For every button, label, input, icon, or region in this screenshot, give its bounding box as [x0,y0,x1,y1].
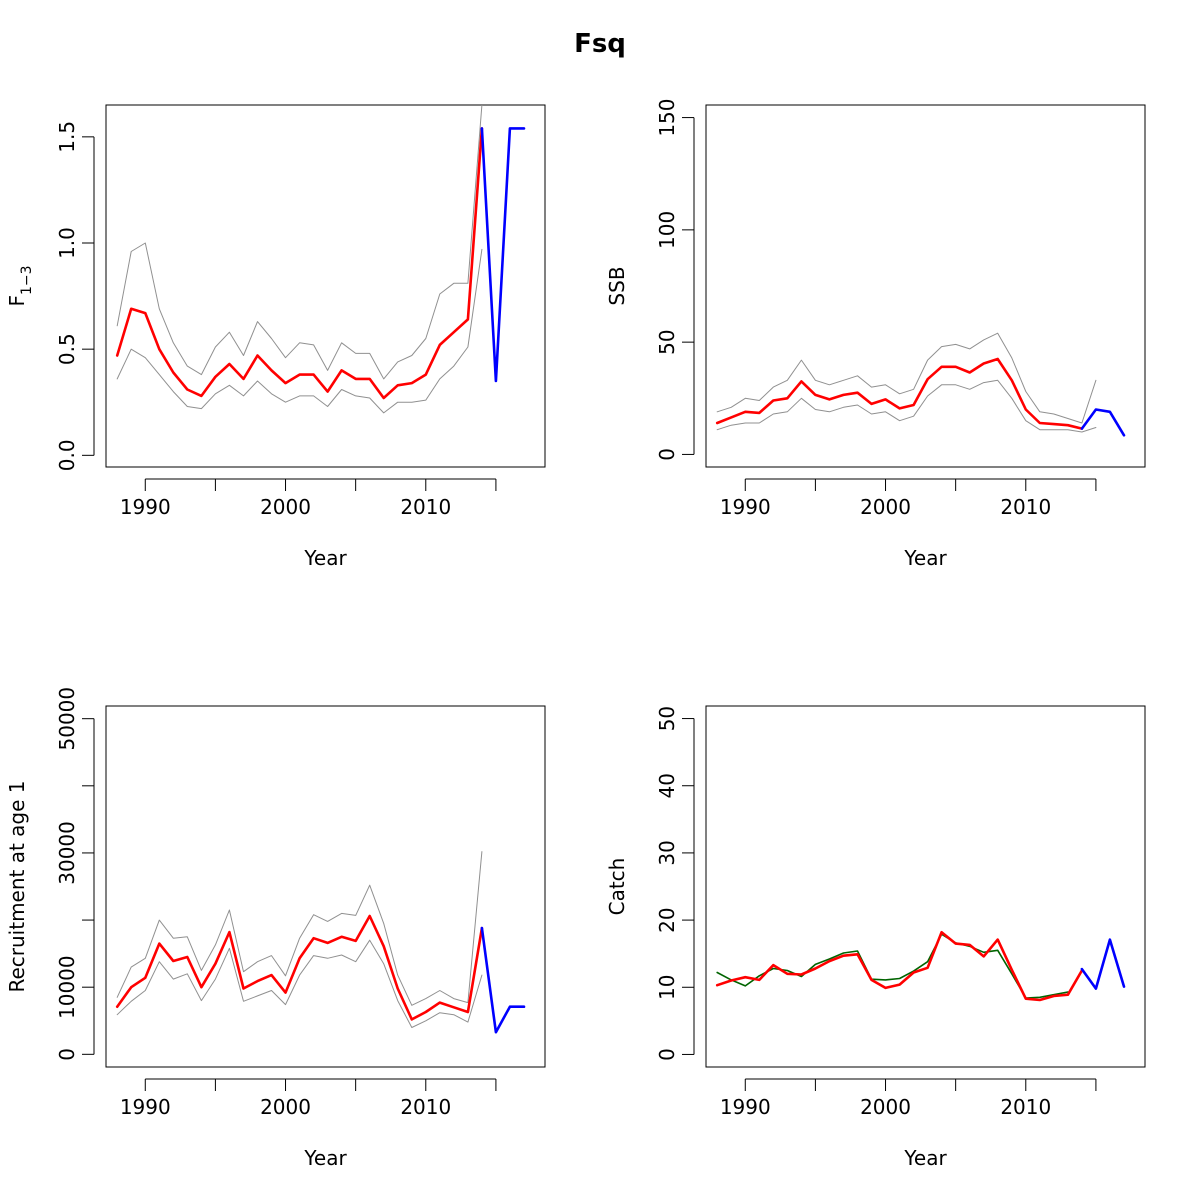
y-tick-label: 1.5 [55,121,79,153]
series-line-estimate [115,127,484,400]
y-tick-label: 150 [655,98,679,136]
f-panel: 1990 2000 2010 Year 0.0 0.5 1.0 1.5 F1−3 [5,104,546,570]
y-axis: 0 50 100 150 SSB [605,98,695,461]
x-axis: 1990 2000 2010 Year [120,478,497,570]
x-axis-label: Year [903,1146,947,1170]
y-tick-label: 50000 [55,687,79,751]
y-axis-label: F1−3 [5,265,35,306]
x-axis-label: Year [903,546,947,570]
figure-title: Fsq [574,29,626,59]
x-tick-label: 2000 [260,1095,311,1119]
y-tick-label: 100 [655,211,679,249]
series-line-projection [480,926,526,1034]
y-axis: 0.0 0.5 1.0 1.5 F1−3 [5,121,95,471]
x-tick-label: 2000 [860,1095,911,1119]
y-tick-label: 0.5 [55,333,79,365]
x-tick-label: 2010 [1000,1095,1051,1119]
series-line-observed [716,933,1069,999]
series-line-ci [716,332,1097,424]
series-line-ci [116,248,483,414]
x-tick-label: 1990 [720,495,771,519]
series-line-projection [1080,408,1126,437]
series-line-projection [1080,938,1126,990]
x-tick-label: 1990 [120,495,171,519]
ssb-panel: 1990 2000 2010 Year 0 50 100 150 SSB [605,98,1146,570]
plot-frame [705,104,1146,468]
y-axis-label: SSB [605,266,629,305]
y-tick-label: 0 [55,1048,79,1061]
y-tick-label: 30 [655,840,679,865]
plot-frame [105,104,546,468]
series-line-ci [116,939,483,1028]
data-lines [115,851,526,1034]
y-axis-label: Recruitment at age 1 [5,780,29,992]
series-line-ci [116,105,483,380]
y-tick-label: 40 [655,773,679,798]
x-tick-label: 2000 [260,495,311,519]
x-axis: 1990 2000 2010 Year [120,1078,497,1170]
recruitment-panel: 1990 2000 2010 Year 0 10000 30000 50000 Recruitm… [5,687,546,1170]
y-tick-label: 0 [655,448,679,461]
data-lines [715,930,1126,1002]
plot-frame [705,705,1146,1068]
series-line-ci [116,851,483,1006]
y-tick-label: 10 [655,975,679,1000]
y-tick-label: 50 [655,329,679,354]
x-axis: 1990 2000 2010 Year [720,1078,1097,1170]
x-tick-label: 1990 [120,1095,171,1119]
series-line-estimate [115,914,484,1021]
y-axis: 0 10 20 30 40 50 Catch [605,706,695,1061]
series-line-projection [480,127,526,383]
y-tick-label: 1.0 [55,227,79,259]
x-tick-label: 2010 [400,1095,451,1119]
y-tick-label: 50 [655,706,679,731]
plot-frame [105,705,546,1068]
x-axis-label: Year [303,546,347,570]
catch-panel: 1990 2000 2010 Year 0 10 20 30 40 50 Catch [605,705,1146,1170]
y-tick-label: 30000 [55,821,79,885]
x-tick-label: 2010 [400,495,451,519]
x-tick-label: 2000 [860,495,911,519]
y-axis: 0 10000 30000 50000 Recruitment at age 1 [5,687,95,1061]
x-axis-label: Year [303,1146,347,1170]
y-tick-label: 10000 [55,955,79,1019]
series-line-estimate [715,930,1084,1002]
series-line-estimate [715,357,1084,430]
data-lines [115,105,526,414]
y-tick-label: 20 [655,907,679,932]
series-line-ci [716,379,1097,433]
y-tick-label: 0.0 [55,439,79,471]
x-axis: 1990 2000 2010 Year [720,478,1097,570]
x-tick-label: 1990 [720,1095,771,1119]
x-tick-label: 2010 [1000,495,1051,519]
y-axis-label: Catch [605,858,629,916]
data-lines [715,332,1126,437]
y-tick-label: 0 [655,1048,679,1061]
